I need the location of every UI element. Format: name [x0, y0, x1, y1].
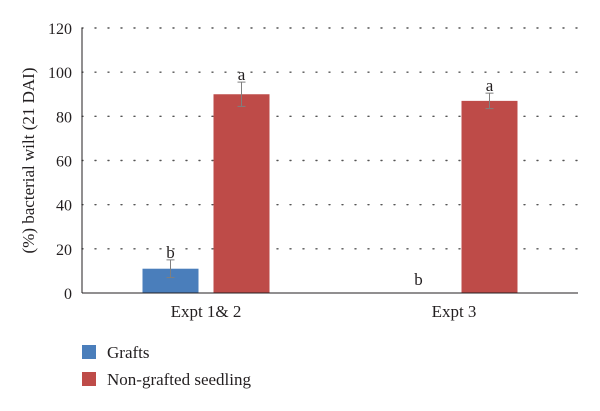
error-bars — [166, 81, 494, 279]
significance-letter: b — [414, 270, 423, 289]
y-tick-label: 120 — [48, 21, 72, 38]
legend-swatch — [82, 372, 96, 386]
bars — [142, 94, 518, 293]
bar — [213, 94, 270, 293]
x-category-label: Expt 3 — [432, 302, 477, 321]
y-tick-label: 40 — [56, 198, 72, 215]
y-tick-label: 60 — [56, 154, 72, 171]
y-axis-title: (%) bacterial wilt (21 DAI) — [19, 68, 38, 254]
legend-label: Grafts — [107, 343, 149, 362]
legend: Grafts Non-grafted seedling — [82, 343, 251, 389]
y-tick-label: 80 — [56, 109, 72, 126]
significance-letter: a — [238, 65, 246, 84]
significance-letter: a — [486, 76, 494, 95]
gridlines — [81, 27, 579, 250]
y-tick-label: 100 — [48, 65, 72, 82]
y-tick-label: 20 — [56, 242, 72, 259]
legend-label: Non-grafted seedling — [107, 370, 251, 389]
x-axis-categories: Expt 1& 2 Expt 3 — [171, 302, 477, 321]
y-tick-label: 0 — [64, 286, 72, 303]
x-category-label: Expt 1& 2 — [171, 302, 242, 321]
significance-letter: b — [166, 243, 175, 262]
significance-letters: b a b a — [166, 65, 493, 289]
bar — [461, 100, 518, 293]
y-axis-ticks: 0 20 40 60 80 100 120 — [48, 21, 72, 303]
legend-swatch — [82, 345, 96, 359]
